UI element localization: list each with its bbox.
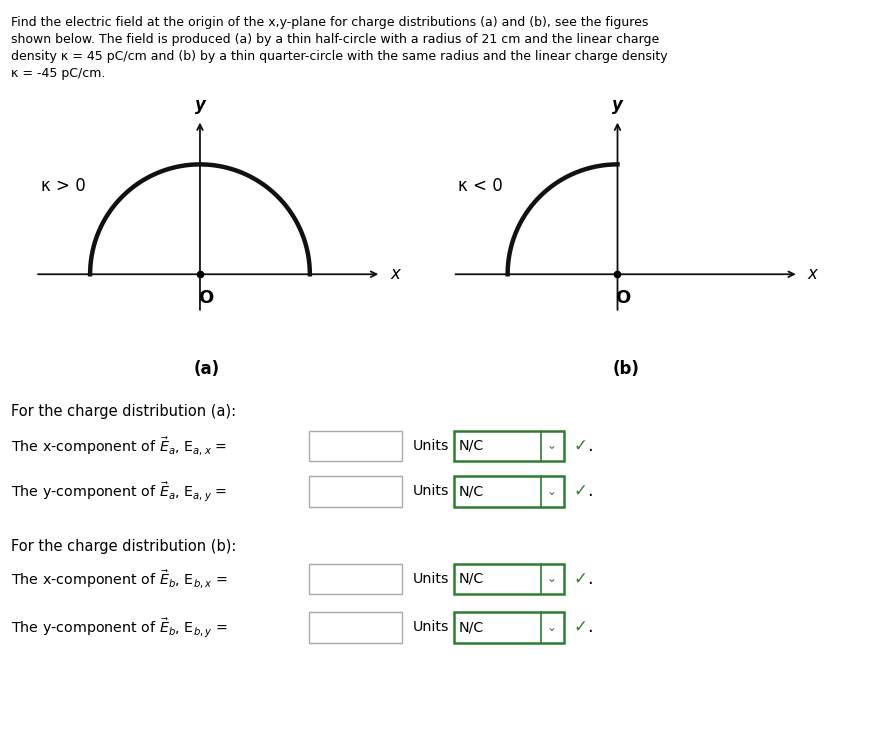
Text: x: x: [807, 265, 817, 283]
Text: .: .: [587, 437, 593, 455]
Text: N/C: N/C: [458, 620, 484, 635]
Text: .: .: [587, 482, 593, 500]
Text: ⌄: ⌄: [546, 621, 556, 634]
Text: The y-component of $\vec{E}_a$, E$_{a,y}$ =: The y-component of $\vec{E}_a$, E$_{a,y}…: [11, 480, 227, 503]
Text: x: x: [390, 265, 399, 283]
Text: The x-component of $\vec{E}_a$, E$_{a,x}$ =: The x-component of $\vec{E}_a$, E$_{a,x}…: [11, 435, 227, 457]
Text: ⌄: ⌄: [546, 485, 556, 498]
Text: N/C: N/C: [458, 484, 484, 499]
Text: ✓: ✓: [572, 570, 587, 588]
Text: For the charge distribution (a):: For the charge distribution (a):: [11, 404, 235, 419]
Text: O: O: [615, 289, 630, 306]
Text: (b): (b): [612, 360, 638, 378]
Text: ✓: ✓: [572, 618, 587, 636]
Text: The x-component of $\vec{E}_b$, E$_{b,x}$ =: The x-component of $\vec{E}_b$, E$_{b,x}…: [11, 568, 227, 590]
Text: ⌄: ⌄: [546, 439, 556, 452]
Text: ✓: ✓: [572, 437, 587, 455]
Text: Units: Units: [413, 484, 450, 499]
Text: (a): (a): [193, 360, 220, 378]
Text: For the charge distribution (b):: For the charge distribution (b):: [11, 539, 235, 554]
Text: Units: Units: [413, 572, 450, 586]
Text: y: y: [194, 96, 205, 114]
Text: κ > 0: κ > 0: [40, 178, 85, 195]
Text: y: y: [611, 96, 623, 114]
Text: κ = -45 pC/cm.: κ = -45 pC/cm.: [11, 67, 104, 80]
Text: Units: Units: [413, 620, 450, 635]
Text: .: .: [587, 570, 593, 588]
Text: N/C: N/C: [458, 439, 484, 453]
Text: The y-component of $\vec{E}_b$, E$_{b,y}$ =: The y-component of $\vec{E}_b$, E$_{b,y}…: [11, 616, 227, 639]
Text: ⌄: ⌄: [546, 572, 556, 586]
Text: κ < 0: κ < 0: [457, 178, 502, 195]
Text: density κ = 45 pC/cm and (b) by a thin quarter-circle with the same radius and t: density κ = 45 pC/cm and (b) by a thin q…: [11, 50, 666, 63]
Text: Find the electric field at the origin of the x,y-plane for charge distributions : Find the electric field at the origin of…: [11, 16, 647, 29]
Text: ✓: ✓: [572, 482, 587, 500]
Text: shown below. The field is produced (a) by a thin half-circle with a radius of 21: shown below. The field is produced (a) b…: [11, 33, 658, 46]
Text: N/C: N/C: [458, 572, 484, 586]
Text: Units: Units: [413, 439, 450, 453]
Text: .: .: [587, 618, 593, 636]
Text: O: O: [198, 289, 212, 306]
